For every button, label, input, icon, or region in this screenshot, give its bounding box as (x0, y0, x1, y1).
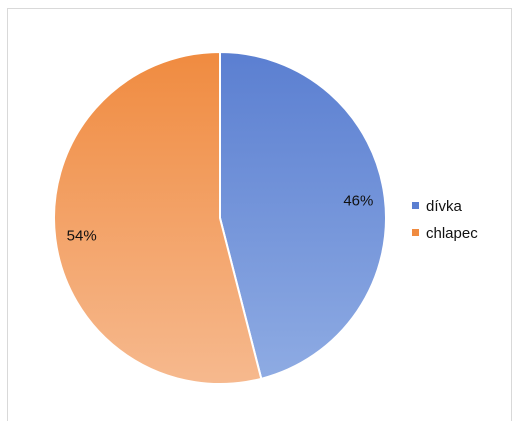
legend-swatch-1 (412, 229, 419, 236)
legend: dívka chlapec (412, 198, 478, 242)
data-labels: 46% 54% (67, 193, 374, 245)
legend-swatch-0 (412, 202, 419, 209)
pie-slices (53, 50, 387, 385)
legend-label-0: dívka (426, 198, 463, 215)
pie-slice-0 (219, 50, 387, 381)
data-label-1: 54% (67, 227, 97, 244)
data-label-0: 46% (343, 193, 373, 210)
legend-label-1: chlapec (426, 225, 478, 242)
pie-slice-1 (53, 50, 263, 385)
